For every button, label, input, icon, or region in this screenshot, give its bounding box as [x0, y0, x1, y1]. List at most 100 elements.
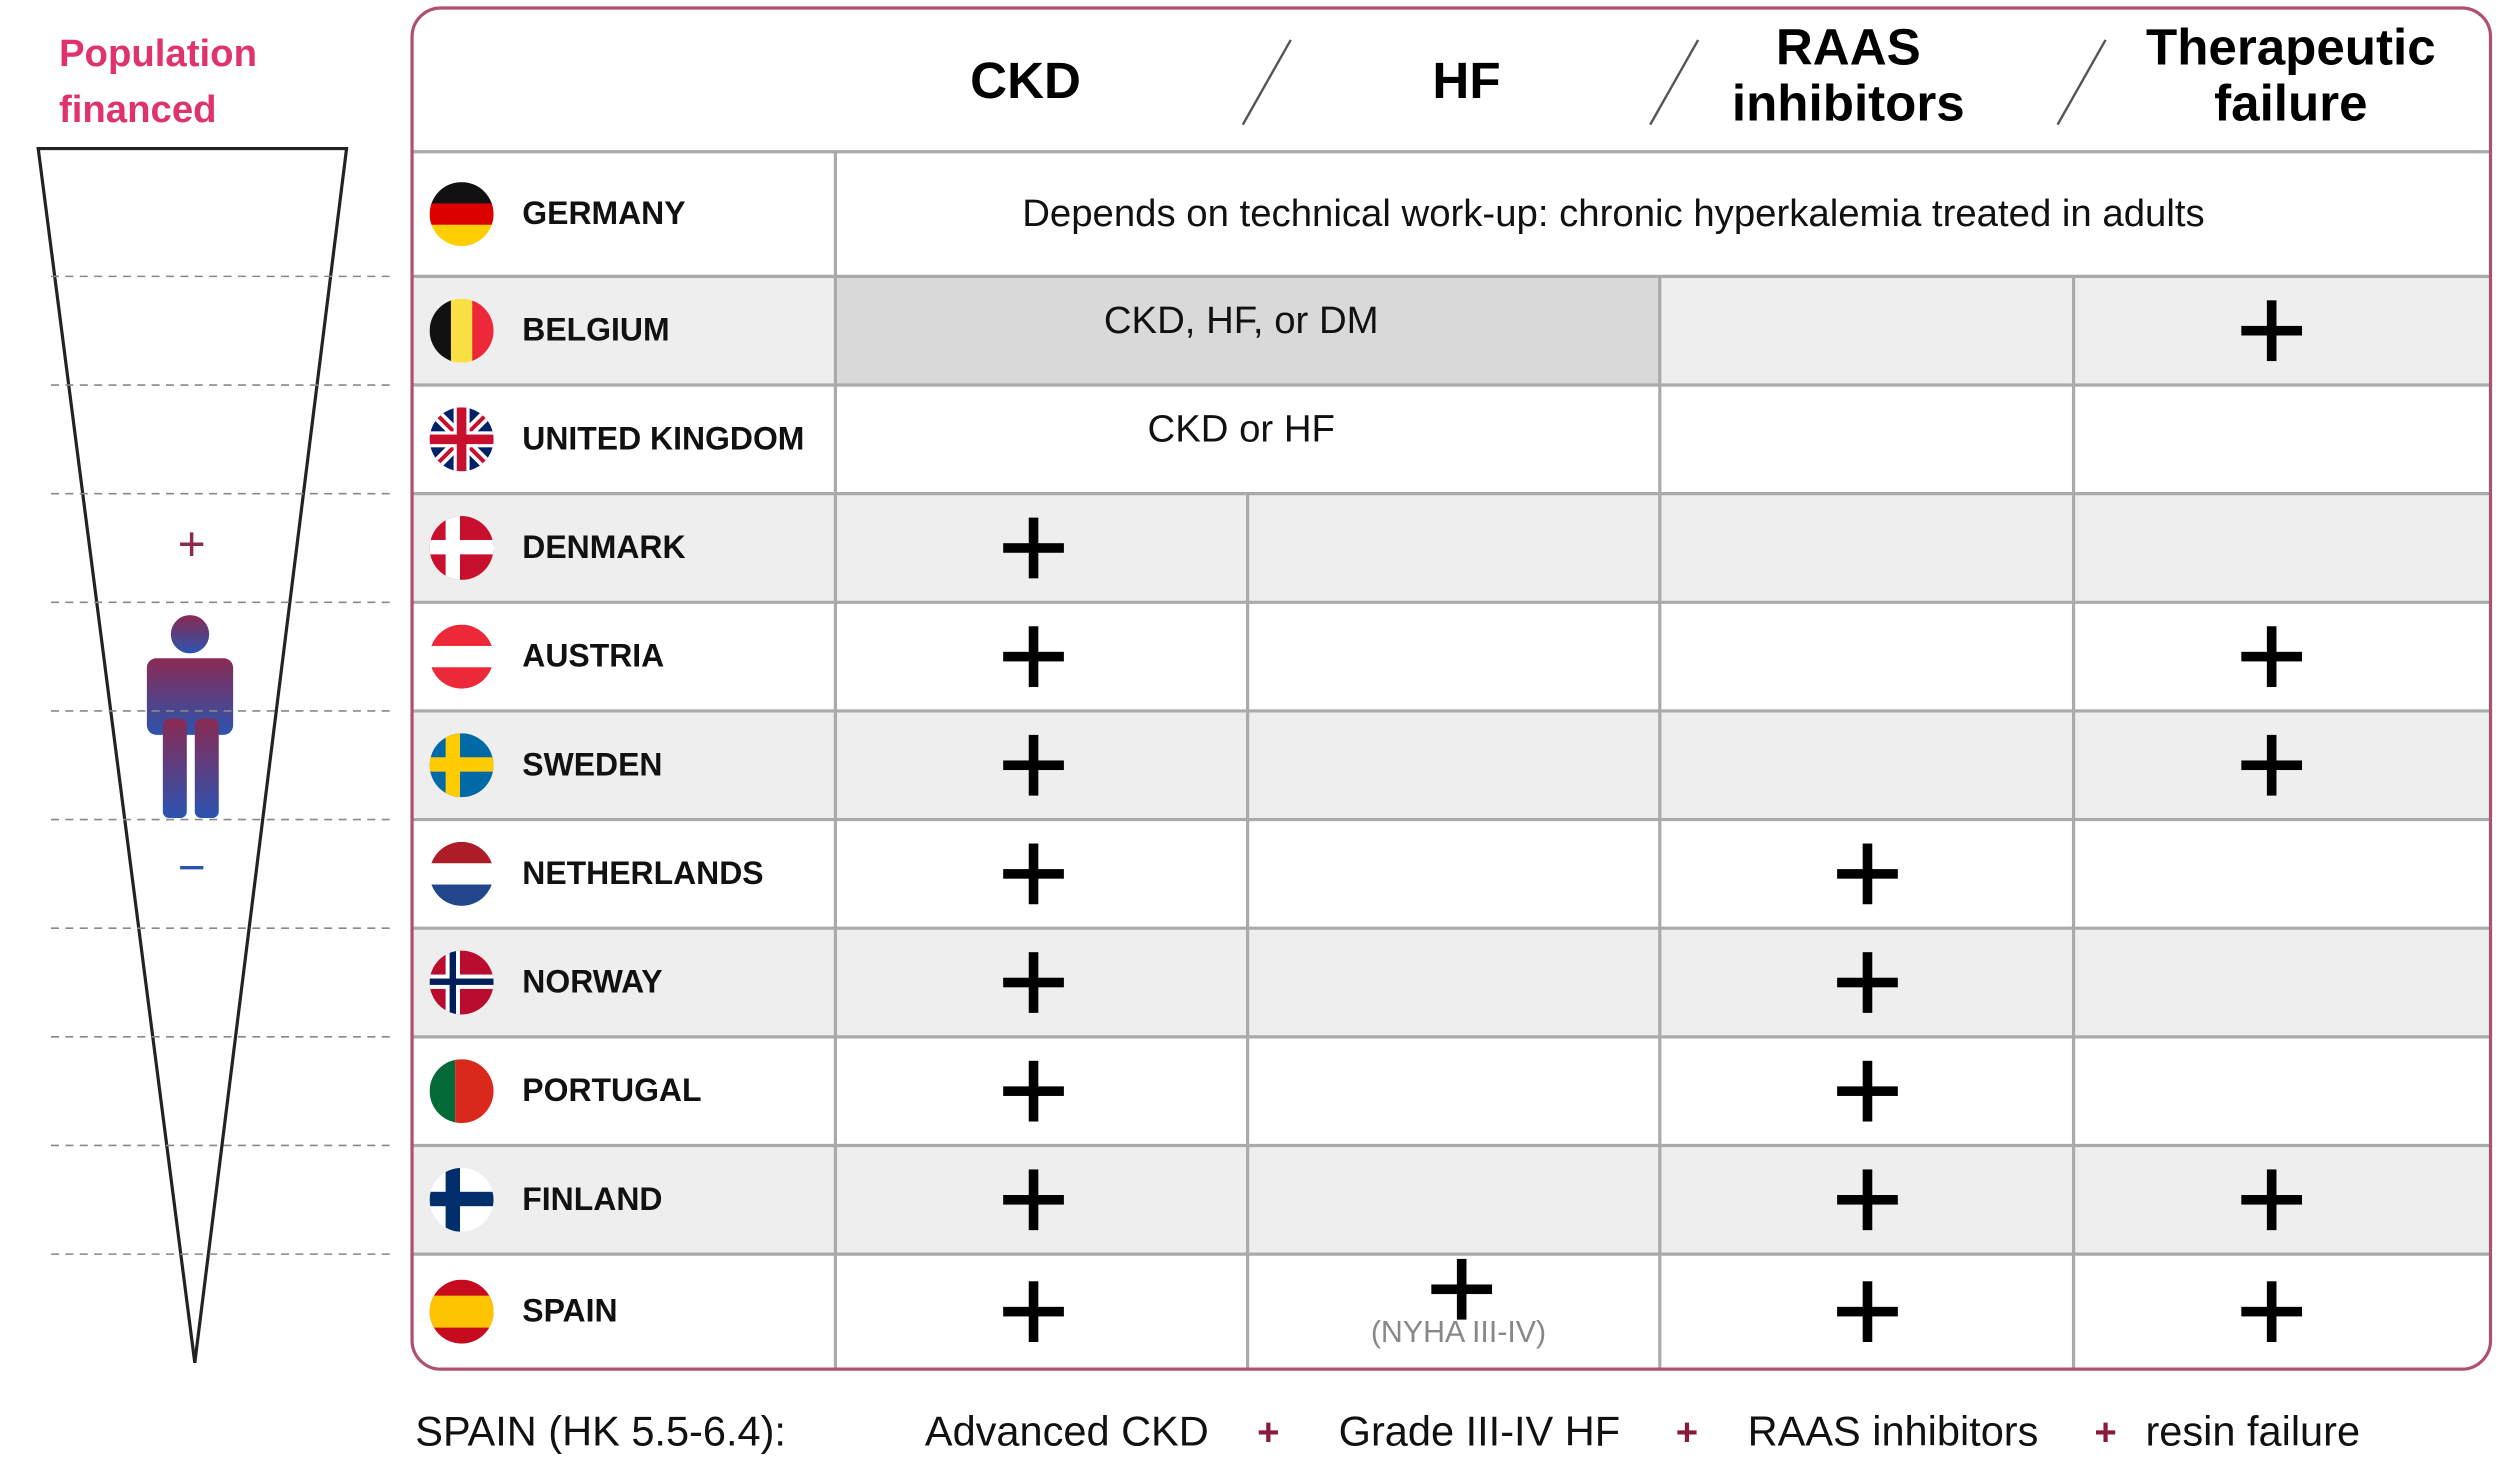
- plus-bar: [1862, 952, 1873, 1013]
- footer: SPAIN (HK 5.5-6.4): Advanced CKD + Grade II…: [415, 1408, 2360, 1455]
- plus-bar: [2266, 300, 2277, 362]
- row-shade: [413, 928, 2489, 1037]
- flag-part: [429, 645, 494, 669]
- plus-bar: [1862, 843, 1873, 905]
- flag: [429, 182, 494, 247]
- row-note: CKD or HF: [1148, 407, 1335, 450]
- flag: [429, 950, 494, 1015]
- country-name: FINLAND: [522, 1181, 662, 1217]
- table-border: [410, 6, 2493, 1371]
- side-title: financed: [59, 88, 217, 131]
- flag-part: [429, 624, 494, 647]
- plus-bar: [1862, 1169, 1873, 1231]
- header-slash: [1649, 39, 1700, 126]
- plus-mark: [2241, 1169, 2303, 1231]
- plus-bar: [1028, 734, 1039, 796]
- column-header: HF: [1432, 52, 1500, 109]
- header-slash: [2056, 39, 2107, 126]
- flag-part: [429, 224, 494, 247]
- country-name: BELGIUM: [522, 312, 669, 348]
- plus-bar: [1028, 1169, 1039, 1231]
- country-name: NETHERLANDS: [522, 855, 763, 891]
- flag-part: [429, 1295, 494, 1328]
- flag-part: [429, 298, 452, 363]
- flag-part: [429, 434, 494, 445]
- column-header: RAAS: [1776, 19, 1921, 76]
- plus-bar: [1456, 1258, 1467, 1320]
- plus-mark: [1003, 626, 1064, 687]
- country-name: NORWAY: [522, 964, 662, 1000]
- flag: [429, 1059, 494, 1124]
- flag: [429, 516, 494, 580]
- footer-item: Advanced CKD: [925, 1408, 1209, 1455]
- plus-mark: [2241, 734, 2303, 796]
- plus-mark: [1837, 1060, 1898, 1122]
- note-shade: [835, 276, 1660, 386]
- plus-bar: [2266, 734, 2277, 796]
- footer-label: SPAIN (HK 5.5-6.4):: [415, 1408, 786, 1455]
- person-icon: [146, 615, 234, 818]
- flag: [429, 1167, 494, 1232]
- column-header: CKD: [970, 52, 1081, 109]
- row-note: Depends on technical work-up: chronic hy…: [1022, 192, 2204, 235]
- plus-bar: [2266, 1281, 2277, 1342]
- flag: [429, 841, 494, 906]
- flag-part: [429, 203, 494, 226]
- funnel: [36, 146, 349, 1363]
- flag-part: [429, 978, 494, 985]
- flag-part: [429, 539, 494, 555]
- row-shade: [413, 710, 2489, 820]
- column-header: inhibitors: [1732, 75, 1965, 132]
- plus-mark: [1837, 1281, 1898, 1342]
- flag-part: [429, 841, 494, 865]
- country-name: UNITED KINGDOM: [522, 420, 804, 456]
- flag-part: [429, 884, 494, 906]
- plus-bar: [1862, 1281, 1873, 1342]
- flag: [429, 1279, 494, 1344]
- plus-mark: [2241, 1281, 2303, 1342]
- plus-mark: [1837, 952, 1898, 1013]
- flag: [429, 407, 494, 472]
- footer-separator: +: [2094, 1411, 2116, 1454]
- flag: [429, 733, 494, 798]
- plus-mark: [1003, 517, 1064, 579]
- footer-item: Grade III-IV HF: [1339, 1408, 1620, 1455]
- flag: [429, 624, 494, 689]
- plus-mark: [2241, 300, 2303, 362]
- flag-part: [429, 863, 494, 886]
- plus-bar: [1028, 517, 1039, 579]
- country-name: SWEDEN: [522, 746, 662, 782]
- plus-mark: [2241, 626, 2303, 687]
- flag-part: [429, 667, 494, 689]
- flag-part: [450, 298, 474, 363]
- plus-mark: [1003, 734, 1064, 796]
- flag-part: [472, 298, 494, 363]
- flag-part: [429, 757, 494, 772]
- plus-mark: [1003, 1169, 1064, 1231]
- plus-mark: [1003, 1060, 1064, 1122]
- country-name: AUSTRIA: [522, 638, 664, 674]
- row-shade: [413, 493, 2489, 603]
- country-name: DENMARK: [522, 529, 685, 565]
- footer-item: RAAS inhibitors: [1748, 1408, 2039, 1455]
- column-header: Therapeutic: [2146, 19, 2436, 76]
- plus-bar: [1028, 952, 1039, 1013]
- column-header: failure: [2214, 75, 2367, 132]
- plus-mark: [1003, 843, 1064, 905]
- header-slash: [1241, 39, 1292, 126]
- footer-item: resin failure: [2145, 1408, 2360, 1455]
- plus-mark: [1003, 1281, 1064, 1342]
- plus-bar: [1028, 1281, 1039, 1342]
- plus-bar: [2266, 1169, 2277, 1231]
- row-note: CKD, HF, or DM: [1104, 299, 1379, 342]
- country-name: PORTUGAL: [522, 1072, 701, 1108]
- flag-part: [429, 182, 494, 205]
- plus-mark: [1837, 843, 1898, 905]
- flag: [429, 298, 494, 363]
- plus-bar: [1028, 626, 1039, 687]
- row-shade: [413, 1145, 2489, 1255]
- less-label: −: [178, 841, 206, 894]
- plus-mark: [1431, 1258, 1493, 1320]
